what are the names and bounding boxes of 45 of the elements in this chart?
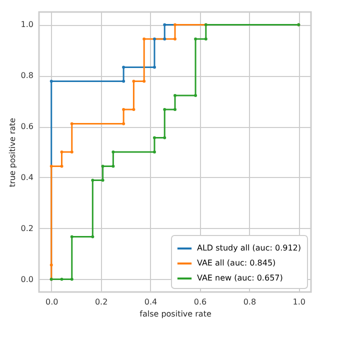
point: [50, 164, 53, 168]
point: [174, 23, 176, 26]
point: [60, 150, 64, 154]
point: [60, 164, 64, 168]
y-tick-label: 0.8: [20, 71, 34, 80]
point: [122, 80, 126, 83]
point: [163, 23, 166, 26]
point: [60, 278, 64, 281]
legend-label: ALD study all (auc: 0.912): [197, 244, 302, 252]
point: [152, 37, 156, 40]
point: [152, 66, 156, 69]
y-tick-label: 0.4: [20, 172, 34, 182]
point: [91, 235, 94, 238]
legend-label: VAE all (auc: 0.845): [197, 258, 276, 268]
y-tick-label: 1.0: [20, 20, 34, 30]
point: [70, 122, 74, 126]
point: [70, 278, 74, 281]
x-tick-label: 0.4: [144, 298, 158, 306]
x-tick-label: 0.0: [45, 298, 58, 306]
y-tick-label: 0.0: [20, 274, 34, 284]
point: [112, 164, 115, 168]
point: [101, 164, 104, 168]
x-tick-label: 0.8: [243, 298, 256, 306]
point: [163, 37, 166, 40]
x-tick-label: 0.2: [94, 298, 108, 306]
point: [163, 136, 166, 140]
point: [91, 178, 94, 182]
legend-label: VAE new (auc: 0.657): [197, 274, 283, 282]
point: [50, 264, 53, 267]
x-tick-label: 1.0: [292, 298, 306, 306]
y-tick-label: 0.6: [20, 122, 34, 132]
point: [142, 80, 146, 83]
point: [132, 80, 136, 83]
point: [122, 122, 126, 126]
y-axis-title: true positive rate: [8, 118, 17, 188]
point: [112, 150, 115, 154]
point: [132, 108, 136, 111]
point: [70, 235, 74, 238]
point: [122, 66, 126, 69]
point: [50, 80, 53, 83]
y-tick-label: 0.2: [20, 224, 34, 233]
x-tick-label: 0.6: [194, 298, 207, 306]
point: [101, 178, 104, 182]
point: [152, 136, 156, 140]
x-axis-title: false positive rate: [140, 310, 212, 318]
